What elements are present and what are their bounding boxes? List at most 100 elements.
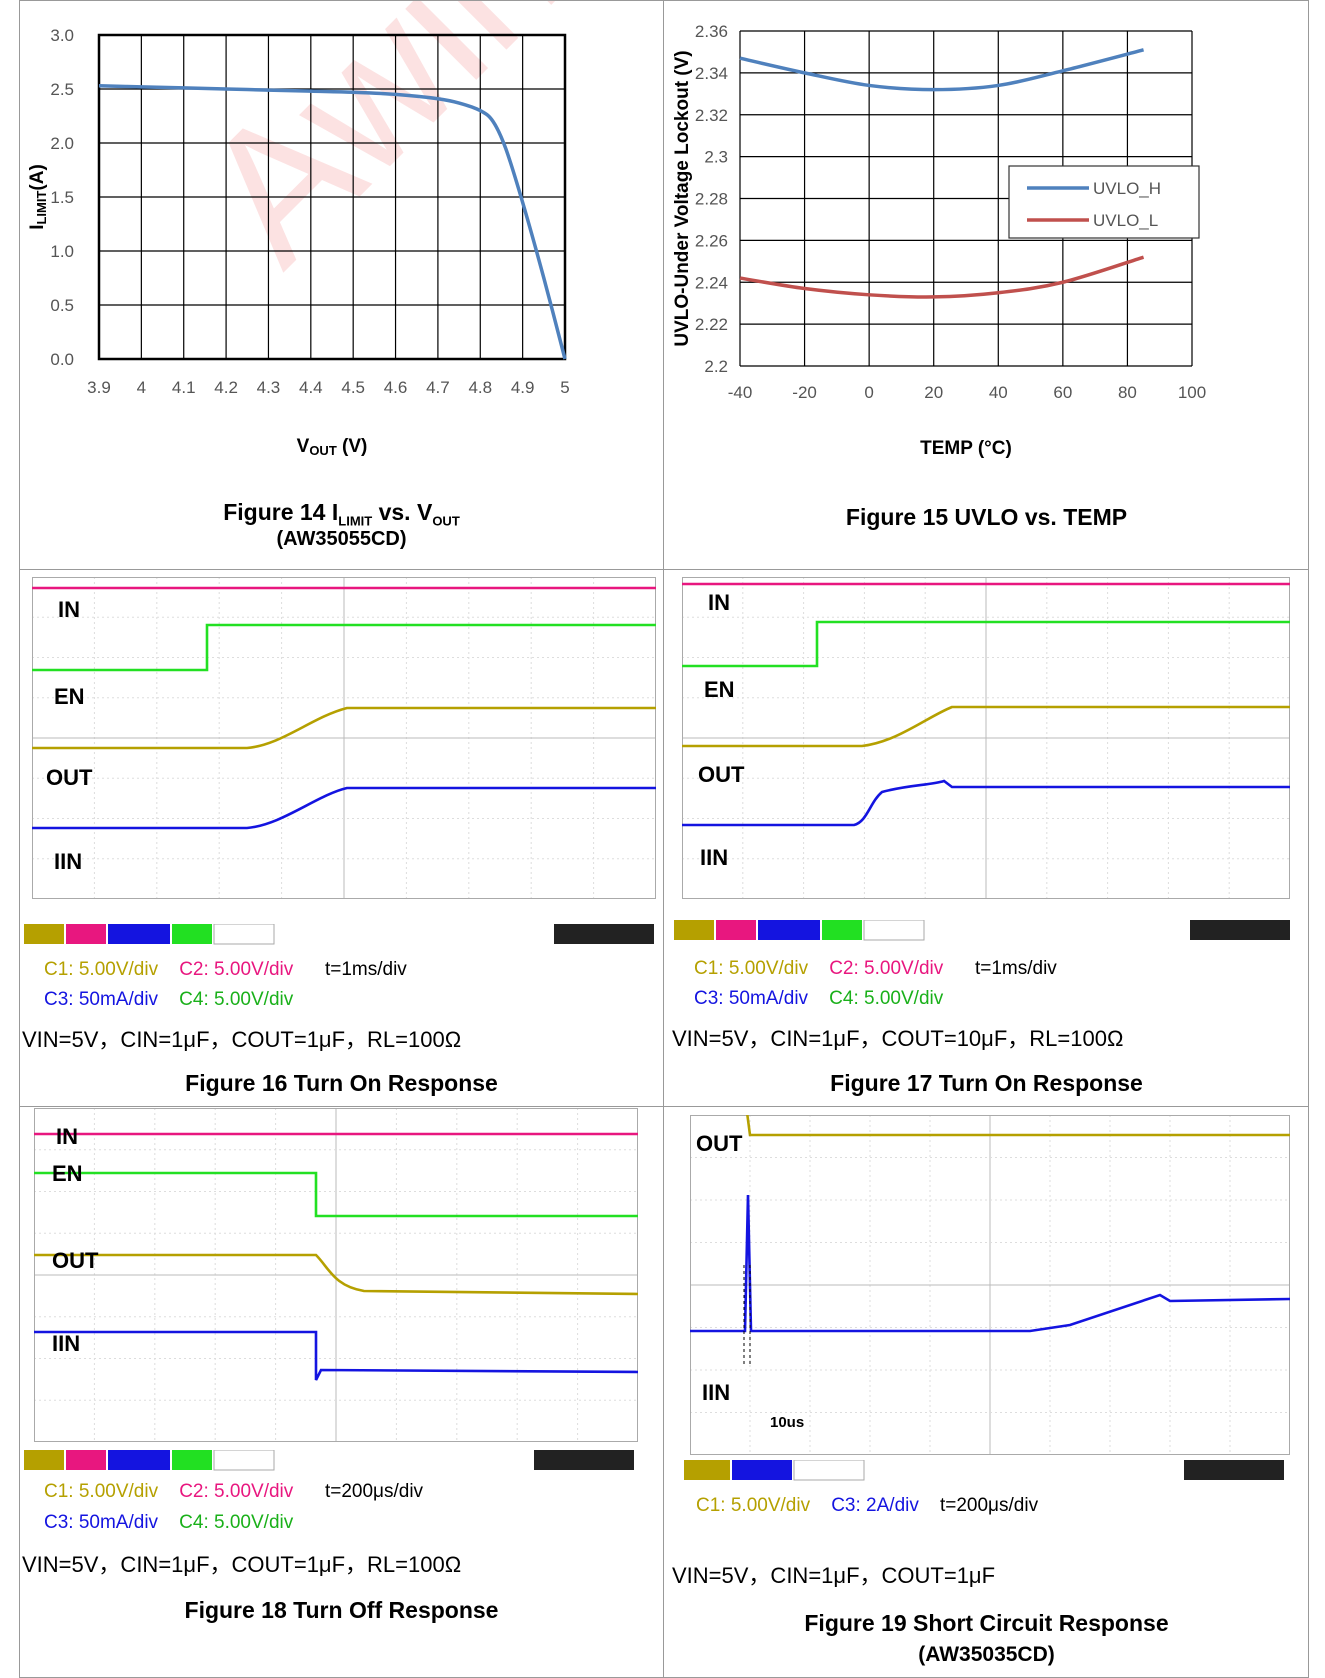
fig19-label-iin: IIN [702,1380,731,1405]
x-tick-label: 20 [924,383,943,402]
y-axis-label: UVLO-Under Voltage Lockout (V) [672,50,693,346]
trace-iin [682,779,1290,827]
x-tick-label: 0 [864,383,873,402]
y-tick-label: 0.5 [50,296,74,315]
fig18-label-in: IN [56,1124,78,1149]
fig19-scope [690,1095,1291,1455]
y-tick-label: 3.0 [50,26,74,45]
trace-out [682,705,1290,748]
fig18-label-out: OUT [52,1248,99,1273]
fig15-caption: Figure 15 UVLO vs. TEMP [845,504,1128,530]
trace-iin [34,1330,639,1381]
fig16-legend-row2: C3: 50mA/div C4: 5.00V/div [44,989,294,1010]
x-tick-label: 4 [137,378,146,397]
fig18-legend-row1: C1: 5.00V/div C2: 5.00V/div t=200μs/div [44,1481,424,1502]
fig16-legend-row1: C1: 5.00V/div C2: 5.00V/div t=1ms/div [44,959,407,980]
trace-en [682,620,1290,668]
fig17-label-out: OUT [698,762,745,787]
fig14-part-number: (AW35055CD) [276,528,407,550]
fig17-conditions: VIN=5V，CIN=1μF，COUT=10μF，RL=100Ω [672,1026,1124,1051]
plot-border [97,33,567,361]
y-tick-label: 2.24 [695,273,728,292]
trace-en [32,623,656,672]
fig16-caption: Figure 16 Turn On Response [185,1070,498,1096]
y-tick-label: 2.34 [695,64,728,83]
x-tick-label: 100 [1178,383,1206,402]
fig19-part-number: (AW35035CD) [918,1643,1055,1666]
trace-out [34,1253,639,1296]
fig19-conditions: VIN=5V，CIN=1μF，COUT=1μF [672,1563,996,1588]
ilimit-series-line [98,84,567,360]
y-axis-label: ILIMIT(A) [27,164,49,230]
fig17-legend-row2: C3: 50mA/div C4: 5.00V/div [694,988,944,1009]
x-tick-label: 4.7 [426,378,450,397]
fig18-status-bar [24,1450,634,1471]
x-tick-label: 4.5 [341,378,365,397]
fig17-waveforms [682,577,1290,899]
y-tick-label: 2.5 [50,80,74,99]
x-axis-label: VOUT (V) [297,436,368,458]
x-tick-label: 4.2 [214,378,238,397]
uvlo-vs-temp-chart: -40 -20 0 20 40 60 80 100 2.2 2.22 2.24 2.26 2.28 2.3… [672,22,1206,459]
fig18-legend-row2: C3: 50mA/div C4: 5.00V/div [44,1512,294,1533]
fig18-scope [34,1108,639,1442]
fig19-caption: Figure 19 Short Circuit Response [804,1610,1169,1636]
fig19-time-marker: 10us [770,1414,805,1431]
x-tick-label: 3.9 [87,378,111,397]
fig16-conditions: VIN=5V，CIN=1μF，COUT=1μF，RL=100Ω [22,1027,462,1052]
fig19-status-bar [684,1460,1284,1481]
y-tick-label: 2.0 [50,134,74,153]
y-tick-label: 1.0 [50,242,74,261]
scope-border [690,1115,1290,1455]
fig17-label-iin: IIN [700,845,729,870]
trace-en [34,1171,638,1218]
x-tick-label: 80 [1118,383,1137,402]
fig17-scope [682,577,1290,899]
legend-label: UVLO_L [1093,211,1158,230]
y-tick-label: 1.5 [50,188,74,207]
y-tick-label: 2.26 [695,231,728,250]
fig19-waveforms [690,1095,1291,1455]
scope-border [34,1108,638,1442]
fig16-scope [32,577,656,899]
scope-border [682,577,1290,899]
x-tick-label: 5 [560,378,569,397]
x-tick-label: 4.8 [468,378,492,397]
y-tick-label: 2.3 [704,148,728,167]
fig16-label-out: OUT [46,765,93,790]
fig18-caption: Figure 18 Turn Off Response [184,1597,499,1623]
y-tick-label: 2.36 [695,22,728,41]
fig16-label-en: EN [54,684,85,709]
x-tick-label: 4.4 [299,378,323,397]
fig17-label-in: IN [708,590,730,615]
series-line-uvlo-h [739,48,1145,92]
y-tick-label: 2.2 [704,357,728,376]
y-tick-label: 2.32 [695,106,728,125]
fig19-label-out: OUT [696,1131,743,1156]
fig17-legend-row1: C1: 5.00V/div C2: 5.00V/div t=1ms/div [694,958,1057,979]
fig18-waveforms [34,1108,639,1442]
x-tick-label: 4.6 [384,378,408,397]
trace-iin [32,786,656,830]
x-tick-label: -20 [792,383,817,402]
x-tick-label: 4.3 [257,378,281,397]
fig18-label-en: EN [52,1161,83,1186]
fig17-status-bar [674,920,1290,941]
x-axis-label: TEMP (°C) [920,438,1012,459]
fig16-waveforms [32,577,656,899]
x-tick-label: 40 [989,383,1008,402]
fig19-legend-row1: C1: 5.00V/div C3: 2A/div t=200μs/div [696,1495,1039,1516]
series-line-uvlo-l [739,255,1145,299]
fig17-caption: Figure 17 Turn On Response [830,1070,1143,1096]
x-tick-label: 4.1 [172,378,196,397]
x-tick-label: 4.9 [511,378,535,397]
trace-iin [690,1194,1291,1333]
fig17-label-en: EN [704,677,735,702]
fig14-caption: Figure 14 ILIMIT vs. VOUT [223,499,460,529]
fig16-label-iin: IIN [54,849,83,874]
legend-label: UVLO_H [1093,179,1161,198]
trace-out [32,706,656,750]
legend-box [1008,165,1200,239]
y-tick-label: 2.22 [695,315,728,334]
y-tick-label: 0.0 [50,350,74,369]
